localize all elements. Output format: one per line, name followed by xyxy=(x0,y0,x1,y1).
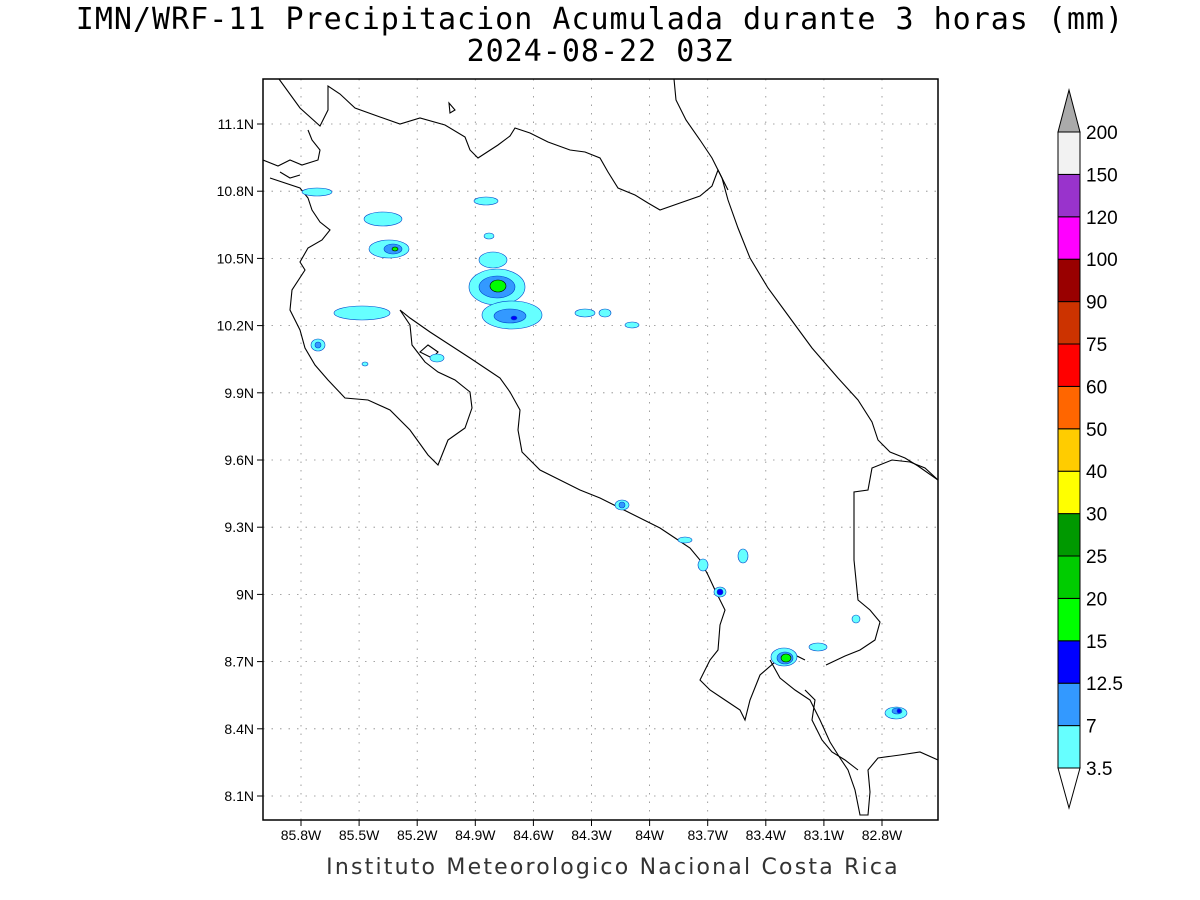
lat-label: 10.2N xyxy=(217,318,254,334)
colorbar-label: 100 xyxy=(1086,250,1118,271)
map-title: IMN/WRF-11 Precipitacion Acumulada duran… xyxy=(75,2,1125,37)
colorbar-label: 150 xyxy=(1086,165,1118,186)
colorbar-segment xyxy=(1057,173,1081,218)
colorbar-label: 7 xyxy=(1086,717,1097,738)
colorbar-label: 60 xyxy=(1086,377,1107,398)
credit-text: Instituto Meteorologico Nacional Costa R… xyxy=(326,855,900,880)
colorbar-segment xyxy=(1057,258,1081,303)
latitude-labels: 11.1N 10.8N 10.5N 10.2N 9.9N 9.6N 9.3N 9N 8.7N 8.… xyxy=(217,116,263,804)
graticule xyxy=(263,79,938,820)
lon-label: 82.8W xyxy=(862,827,903,843)
lon-label: 83.7W xyxy=(687,827,728,843)
lat-label: 9.3N xyxy=(224,519,254,535)
colorbar-segment xyxy=(1057,343,1081,387)
colorbar-min-triangle xyxy=(1057,767,1081,810)
colorbar-segment xyxy=(1057,301,1081,345)
lat-label: 8.4N xyxy=(224,721,254,737)
map-subtitle: 2024-08-22 03Z xyxy=(466,34,734,69)
lon-label: 83.4W xyxy=(746,827,787,843)
colorbar-segment xyxy=(1057,385,1081,430)
colorbar-label: 25 xyxy=(1086,547,1107,568)
colorbar: 3.5 7 12.5 15 20 25 30 40 50 60 75 90 100 120 150 200 xyxy=(1057,88,1123,810)
colorbar-label: 3.5 xyxy=(1086,759,1112,780)
longitude-labels: 85.8W 85.5W 85.2W 84.9W 84.6W 84.3W 84W 83.7W 83… xyxy=(281,820,903,843)
lon-label: 84.9W xyxy=(455,827,496,843)
colorbar-label: 200 xyxy=(1086,123,1118,144)
lon-label: 83.1W xyxy=(804,827,845,843)
lon-label: 84W xyxy=(635,827,665,843)
lon-label: 85.2W xyxy=(397,827,438,843)
lat-label: 10.8N xyxy=(217,183,254,199)
colorbar-label: 30 xyxy=(1086,505,1107,526)
lat-label: 9.6N xyxy=(224,452,254,468)
precipitation-contours xyxy=(301,187,908,720)
colorbar-label: 90 xyxy=(1086,293,1107,314)
colorbar-segment xyxy=(1057,216,1081,260)
lat-label: 9.9N xyxy=(224,385,254,401)
colorbar-segment xyxy=(1057,428,1081,472)
lon-label: 85.5W xyxy=(339,827,380,843)
colorbar-label: 15 xyxy=(1086,632,1107,653)
colorbar-label: 20 xyxy=(1086,589,1107,610)
map-frame xyxy=(262,78,939,821)
colorbar-segment xyxy=(1057,682,1081,727)
colorbar-segment xyxy=(1057,470,1081,515)
lat-label: 11.1N xyxy=(218,116,254,132)
lon-label: 84.3W xyxy=(571,827,612,843)
lat-label: 10.5N xyxy=(217,250,254,266)
lon-label: 85.8W xyxy=(281,827,322,843)
lon-label: 84.6W xyxy=(513,827,554,843)
coastline xyxy=(263,79,938,816)
colorbar-segment xyxy=(1057,513,1081,557)
colorbar-label: 120 xyxy=(1086,208,1118,229)
colorbar-segment xyxy=(1057,131,1081,175)
colorbar-segment xyxy=(1057,597,1081,642)
colorbar-label: 40 xyxy=(1086,462,1107,483)
colorbar-segment xyxy=(1057,725,1081,769)
colorbar-label: 75 xyxy=(1086,335,1107,356)
lat-label: 8.7N xyxy=(224,654,254,670)
lat-label: 9N xyxy=(236,586,254,602)
colorbar-label: 50 xyxy=(1086,420,1107,441)
colorbar-segment xyxy=(1057,640,1081,684)
lat-label: 8.1N xyxy=(224,788,254,804)
colorbar-label: 12.5 xyxy=(1086,674,1123,695)
colorbar-segment xyxy=(1057,555,1081,599)
colorbar-max-triangle xyxy=(1057,88,1081,133)
